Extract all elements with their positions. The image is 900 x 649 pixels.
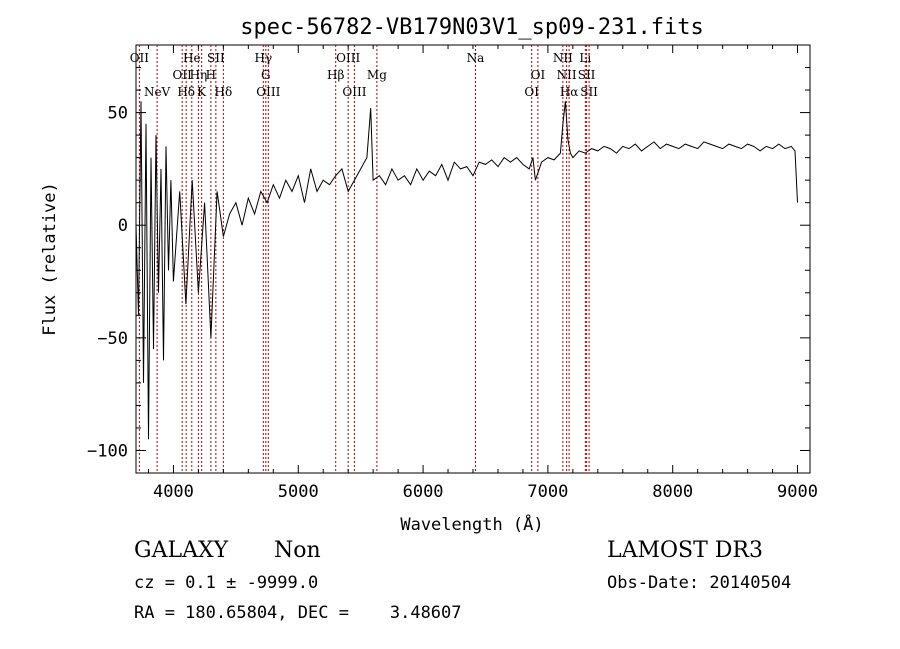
marker-label-3: Hδ — [177, 85, 195, 99]
chart-title: spec-56782-VB179N03V1_sp09-231.fits — [240, 15, 704, 40]
class-label: GALAXY — [134, 538, 229, 563]
obs-date-line: Obs-Date: 20140504 — [607, 573, 792, 593]
marker-label-2: OII — [173, 68, 193, 82]
marker-label-22: Hα — [560, 85, 579, 99]
spectrum-line — [135, 101, 798, 440]
y-axis-label: Flux (relative) — [40, 182, 60, 336]
marker-label-5: Hη — [190, 68, 208, 82]
marker-label-25: SII — [580, 85, 598, 99]
marker-label-19: OI — [531, 68, 546, 82]
marker-label-24: SII — [578, 68, 596, 82]
redshift-line: cz = 0.1 ± -9999.0 — [134, 573, 319, 593]
spectrum-series — [135, 101, 798, 440]
x-tick-label-3: 7000 — [527, 482, 568, 502]
x-tick-label-2: 6000 — [403, 482, 444, 502]
marker-label-20: NII — [553, 51, 573, 65]
coordinates-line: RA = 180.65804, DEC = 3.48607 — [134, 603, 462, 623]
y-tick-label-3: 50 — [108, 104, 128, 124]
marker-label-9: Hδ — [215, 85, 233, 99]
marker-label-6: K — [197, 85, 207, 99]
x-tick-label-1: 5000 — [278, 482, 319, 502]
y-tick-label-1: −50 — [97, 329, 128, 349]
y-axis: −100 −50 0 50 — [87, 67, 810, 461]
emission-line-markers — [138, 45, 590, 473]
y-tick-label-0: −100 — [87, 441, 128, 461]
x-axis: 4000 5000 6000 7000 8000 9000 — [147, 45, 818, 502]
x-tick-label-4: 8000 — [652, 482, 693, 502]
marker-label-0: OII — [130, 51, 150, 65]
marker-label-10: Hγ — [254, 51, 272, 65]
marker-label-21: NII — [557, 68, 577, 82]
y-tick-label-2: 0 — [118, 216, 128, 236]
marker-label-11: G — [261, 68, 271, 82]
x-tick-label-5: 9000 — [777, 482, 818, 502]
marker-label-14: OIII — [336, 51, 360, 65]
x-tick-label-0: 4000 — [153, 482, 194, 502]
marker-label-18: OI — [524, 85, 539, 99]
plot-frame — [135, 44, 811, 474]
x-axis-label: Wavelength (Å) — [400, 513, 543, 535]
marker-label-17: Na — [467, 51, 485, 65]
emission-line-labels: OIINeVOIIHδHeHηKHSIIHδHγGOIIIHβOIIIOIIIM… — [130, 51, 598, 99]
marker-label-13: Hβ — [327, 68, 344, 82]
marker-label-23: Li — [579, 51, 591, 65]
marker-label-12: OIII — [256, 85, 280, 99]
marker-label-1: NeV — [144, 85, 171, 99]
marker-label-7: H — [206, 68, 216, 82]
marker-label-16: Mg — [367, 68, 387, 82]
marker-label-4: He — [183, 51, 201, 65]
subclass-label: Non — [274, 538, 321, 563]
marker-label-15: OIII — [342, 85, 366, 99]
survey-label: LAMOST DR3 — [607, 538, 763, 563]
marker-label-8: SII — [207, 51, 225, 65]
